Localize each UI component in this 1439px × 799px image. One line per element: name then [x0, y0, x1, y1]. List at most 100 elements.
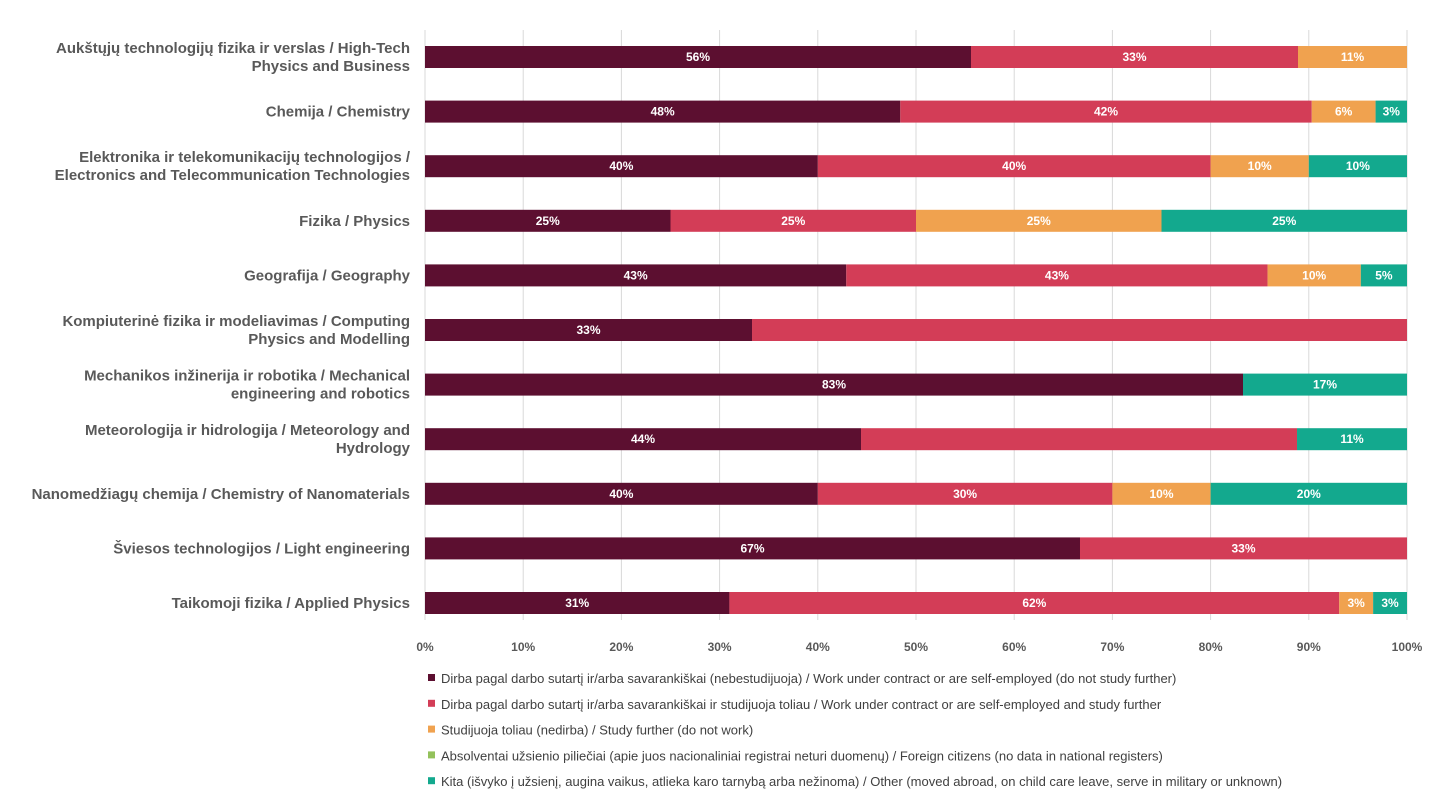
data-label: 56%	[686, 50, 710, 64]
bar-segment	[729, 592, 1340, 614]
data-label: 33%	[576, 323, 600, 337]
data-label: 11%	[1340, 432, 1364, 446]
bar-segment	[670, 209, 916, 232]
tick-label: 90%	[1297, 640, 1321, 654]
data-label: 40%	[609, 159, 633, 173]
data-label: 83%	[822, 378, 846, 392]
data-label: 6%	[1335, 105, 1353, 119]
category-label: Meteorologija ir hidrologija / Meteorolo…	[85, 422, 410, 439]
bar-segment	[861, 428, 1298, 451]
data-label: 43%	[1045, 268, 1069, 282]
legend-label: Dirba pagal darbo sutartį ir/arba savara…	[441, 697, 1162, 712]
tick-label: 20%	[609, 640, 633, 654]
data-label: 10%	[1302, 268, 1326, 282]
tick-label: 30%	[708, 640, 732, 654]
bar-segment	[1267, 264, 1361, 287]
legend-swatch	[428, 725, 435, 733]
bar-segment	[1112, 482, 1211, 505]
data-label: 62%	[1022, 596, 1046, 610]
data-label: 33%	[1122, 50, 1146, 64]
category-labels: Aukštųjų technologijų fizika ir verslas …	[32, 40, 411, 612]
tick-label: 70%	[1100, 640, 1124, 654]
legend-label: Absolventai užsienio piliečiai (apie juo…	[441, 748, 1163, 763]
bar-segment	[1297, 46, 1407, 68]
category-label: Mechanikos inžinerija ir robotika / Mech…	[84, 368, 410, 385]
data-label: 40%	[1002, 159, 1026, 173]
bar-segment	[425, 100, 901, 123]
bar-segment	[425, 319, 753, 341]
category-label: Kompiuterinė fizika ir modeliavimas / Co…	[62, 313, 410, 330]
data-label: 25%	[781, 214, 805, 228]
data-label: 17%	[1313, 378, 1337, 392]
bar-segment	[1360, 264, 1407, 287]
bar-segment	[425, 428, 862, 451]
category-label: Chemija / Chemistry	[266, 104, 411, 121]
bar-segment	[1308, 155, 1407, 178]
category-label: Elektronika ir telekomunikacijų technolo…	[79, 149, 411, 166]
legend: Dirba pagal darbo sutartį ir/arba savara…	[428, 671, 1282, 789]
category-label: Geografija / Geography	[244, 267, 411, 284]
bar-segment	[1311, 100, 1376, 123]
legend-label: Studijuoja toliau (nedirba) / Study furt…	[441, 723, 753, 738]
legend-swatch	[428, 699, 435, 707]
tick-label: 80%	[1199, 640, 1223, 654]
data-label: 40%	[609, 487, 633, 501]
data-label: 3%	[1383, 105, 1401, 119]
bars: 56% 33% 11% 48% 42% 6% 3% 40% 40% 10% 10% 25% 25% 25%…	[425, 46, 1407, 614]
bar-segment	[425, 373, 1244, 396]
data-label: 25%	[1027, 214, 1051, 228]
tick-label: 40%	[806, 640, 830, 654]
tick-label: 60%	[1002, 640, 1026, 654]
x-axis-ticks: 0% 10% 20% 30% 40% 50% 60% 70% 80% 90% 100%	[416, 640, 1422, 654]
data-label: 31%	[565, 596, 589, 610]
data-label: 67%	[740, 541, 764, 555]
data-label: 20%	[1297, 487, 1321, 501]
bar-segment	[425, 46, 971, 68]
bar-segment	[1210, 482, 1407, 505]
category-label: Nanomedžiagų chemija / Chemistry of Nano…	[32, 486, 410, 503]
data-label: 33%	[1231, 541, 1255, 555]
bar-segment	[752, 319, 1407, 341]
bar-segment	[425, 537, 1080, 560]
bar-segment	[1297, 428, 1407, 451]
category-label: Electronics and Telecommunication Techno…	[55, 167, 410, 184]
bar-segment	[1373, 592, 1407, 614]
legend-label: Dirba pagal darbo sutartį ir/arba savara…	[441, 671, 1176, 686]
category-label: Taikomoji fizika / Applied Physics	[172, 595, 410, 612]
data-label: 10%	[1149, 487, 1173, 501]
data-label: 11%	[1341, 50, 1365, 64]
category-label: Hydrology	[336, 440, 411, 457]
data-label: 48%	[651, 105, 675, 119]
legend-swatch	[428, 751, 435, 759]
category-label: Physics and Modelling	[248, 331, 410, 348]
data-label: 25%	[536, 214, 560, 228]
bar-segment	[425, 592, 730, 614]
data-label: 10%	[1346, 159, 1370, 173]
legend-swatch	[428, 674, 435, 681]
bar-segment	[970, 46, 1298, 68]
data-label: 5%	[1375, 268, 1393, 282]
category-label: Šviesos technologijos / Light engineerin…	[113, 539, 410, 557]
data-label: 3%	[1348, 596, 1366, 610]
bar-segment	[846, 264, 1268, 287]
bar-segment	[1243, 373, 1407, 396]
data-label: 10%	[1248, 159, 1272, 173]
data-label: 43%	[624, 268, 648, 282]
bar-segment	[1161, 209, 1407, 232]
tick-label: 0%	[416, 640, 434, 654]
bar-segment	[817, 482, 1113, 505]
bar-segment	[1375, 100, 1407, 123]
bar-segment	[817, 155, 1211, 178]
data-label: 3%	[1381, 596, 1399, 610]
bar-segment	[916, 209, 1162, 232]
tick-label: 100%	[1392, 640, 1423, 654]
category-label: Physics and Business	[252, 58, 410, 75]
category-label: engineering and robotics	[231, 386, 410, 403]
bar-segment	[425, 155, 818, 178]
bar-segment	[1079, 537, 1407, 560]
bar-segment	[425, 209, 671, 232]
tick-label: 50%	[904, 640, 928, 654]
data-label: 30%	[953, 487, 977, 501]
bar-segment	[1210, 155, 1309, 178]
